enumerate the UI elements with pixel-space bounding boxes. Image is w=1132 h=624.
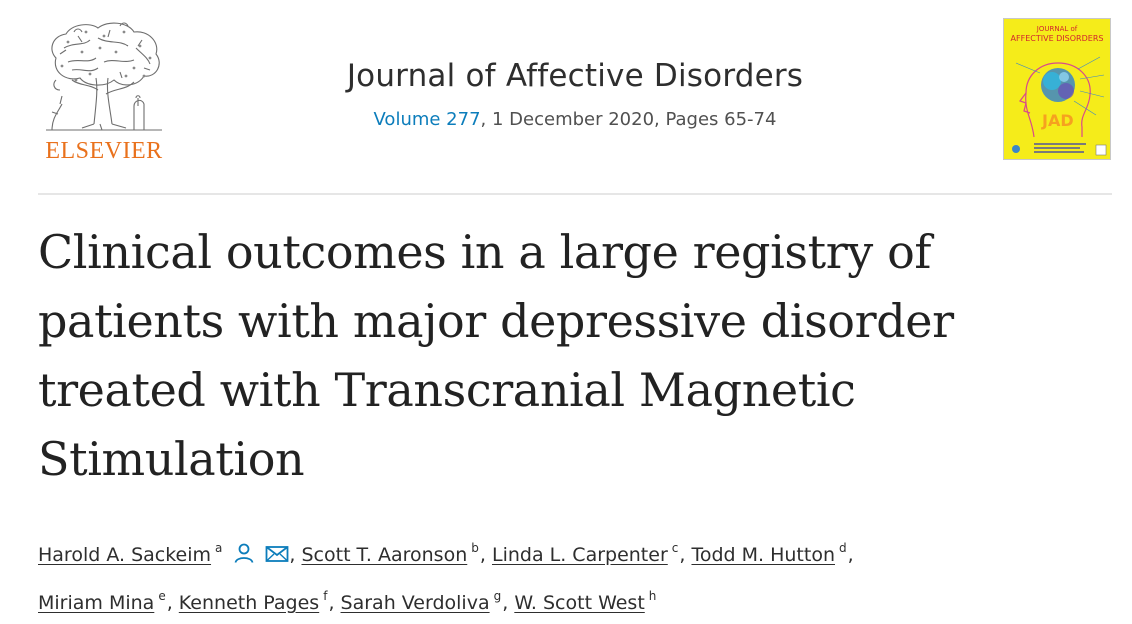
publisher-wordmark: ELSEVIER	[45, 138, 163, 164]
cover-abbreviation: JAD	[1042, 111, 1074, 130]
author-separator: ,	[479, 544, 486, 566]
person-icon[interactable]	[233, 542, 255, 564]
author-separator: ,	[328, 592, 335, 614]
cover-artwork	[1004, 19, 1110, 159]
affiliation-marker[interactable]: d	[839, 541, 847, 555]
elsevier-tree-icon	[46, 22, 162, 131]
cover-title-line1: JOURNAL of	[1036, 25, 1078, 33]
author-separator: ,	[166, 592, 173, 614]
article-title: Clinical outcomes in a large registry of…	[38, 218, 1038, 494]
journal-title[interactable]: Journal of Affective Disorders	[346, 58, 804, 94]
publisher-logo[interactable]: ELSEVIER	[38, 18, 170, 166]
author-separator: ,	[502, 592, 509, 614]
author-link-aaronson[interactable]: Scott T. Aaronson	[301, 544, 468, 566]
author-separator: ,	[847, 544, 854, 566]
article-title-line: Stimulation	[38, 432, 305, 486]
author-link-hutton[interactable]: Todd M. Hutton	[691, 544, 835, 566]
volume-link[interactable]: Volume 277	[373, 109, 481, 130]
author-link-verdoliva[interactable]: Sarah Verdoliva	[340, 592, 490, 614]
author-separator: ,	[679, 544, 686, 566]
affiliation-marker[interactable]: a	[215, 541, 223, 555]
author-separator: ,	[289, 544, 296, 566]
journal-header: Journal of Affective Disorders Volume 27…	[190, 56, 960, 132]
author-link-sackeim[interactable]: Harold A. Sackeim	[38, 544, 212, 566]
article-title-line: patients with major depressive disorder	[38, 294, 954, 348]
header-divider	[38, 193, 1112, 195]
cover-title: JOURNAL of AFFECTIVE DISORDERS	[1004, 25, 1110, 43]
affiliation-marker[interactable]: f	[323, 589, 328, 603]
author-link-carpenter[interactable]: Linda L. Carpenter	[491, 544, 668, 566]
article-title-line: Clinical outcomes in a large registry of	[38, 225, 932, 279]
article-title-line: treated with Transcranial Magnetic	[38, 363, 856, 417]
affiliation-marker[interactable]: h	[648, 589, 657, 603]
cover-title-line2: AFFECTIVE DISORDERS	[1010, 34, 1104, 43]
author-list: Harold A. Sackeim a, Scott T. Aaronson b, …	[38, 528, 1108, 624]
author-link-west[interactable]: W. Scott West	[514, 592, 645, 614]
affiliation-marker[interactable]: e	[158, 589, 166, 603]
envelope-icon[interactable]	[265, 544, 289, 564]
author-link-pages[interactable]: Kenneth Pages	[178, 592, 320, 614]
author-link-mina[interactable]: Miriam Mina	[38, 592, 155, 614]
journal-cover[interactable]: JOURNAL of AFFECTIVE DISORDERS JAD	[1003, 18, 1111, 160]
affiliation-marker[interactable]: c	[671, 541, 679, 555]
affiliation-marker[interactable]: b	[471, 541, 479, 555]
affiliation-marker[interactable]: g	[493, 589, 502, 603]
citation-details: , 1 December 2020, Pages 65-74	[480, 109, 777, 130]
citation-line: Volume 277, 1 December 2020, Pages 65-74	[190, 108, 960, 132]
